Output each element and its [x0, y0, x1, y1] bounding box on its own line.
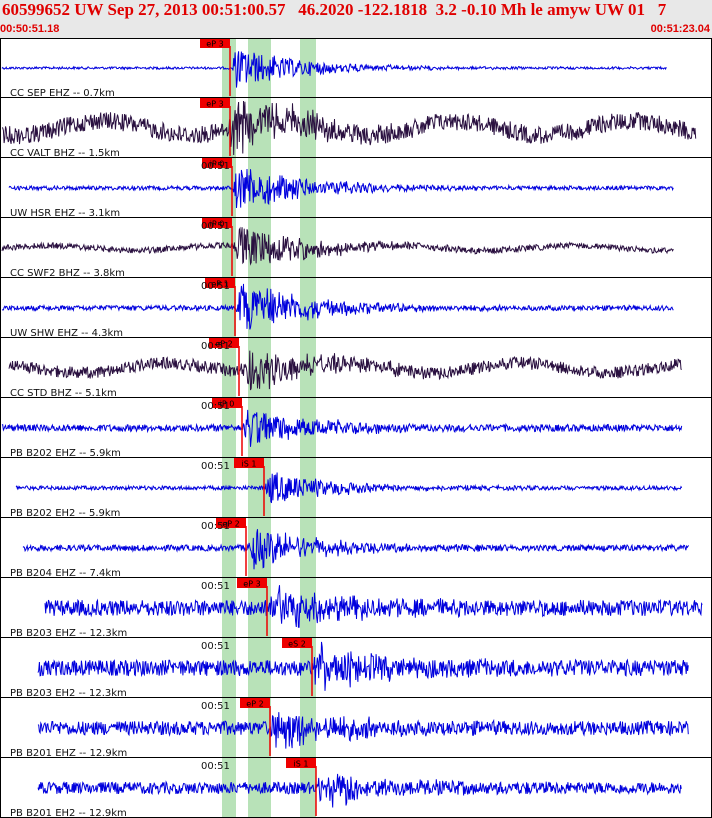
trace-row: eP 2 00:51 PB B201 EHZ -- 12.9km — [0, 698, 712, 759]
window-start-time: 00:50:51.18 — [0, 23, 60, 35]
pick-flag[interactable] — [202, 218, 232, 228]
waveform — [1, 283, 674, 330]
trace-row: iP 000:51 UW HSR EHZ -- 3.1km — [0, 158, 712, 219]
time-tick-label: 00:51 — [201, 401, 230, 412]
pick-flag[interactable] — [216, 518, 246, 528]
time-tick-label: 00:51 — [201, 221, 230, 232]
pick-flag[interactable] — [237, 578, 267, 588]
station-label: UW SHW EHZ -- 4.3km — [10, 328, 123, 339]
trace-row: eP 200:51 CC STD BHZ -- 5.1km — [0, 338, 712, 399]
waveform — [1, 51, 667, 88]
time-tick-label: 00:51 — [201, 461, 230, 472]
trace-row: eP 100:51 UW SHW EHZ -- 4.3km — [0, 278, 712, 339]
trace-row: eS 2 00:51 PB B203 EH2 -- 12.3km — [0, 638, 712, 699]
pick-label: iP 0 — [220, 400, 235, 409]
station-label: PB B201 EHZ -- 12.9km — [10, 748, 127, 759]
pick-flag[interactable] — [212, 398, 242, 408]
time-tick-label: 00:51 — [201, 281, 230, 292]
time-tick-label: 00:51 — [201, 701, 230, 712]
station-label: CC SEP EHZ -- 0.7km — [10, 88, 115, 99]
pick-flag[interactable] — [234, 458, 264, 468]
waveform — [37, 641, 689, 691]
waveform — [37, 773, 682, 808]
station-label: PB B202 EHZ -- 5.9km — [10, 448, 121, 459]
pick-label: eP 3 — [243, 580, 260, 589]
waveform — [1, 226, 674, 266]
trace-row: iP 000:51 PB B202 EHZ -- 5.9km — [0, 398, 712, 459]
pick-label: iP 0 — [210, 220, 225, 229]
pick-flag[interactable] — [202, 158, 232, 168]
pick-flag[interactable] — [200, 38, 230, 48]
station-label: CC SWF2 BHZ -- 3.8km — [10, 268, 125, 279]
waveform — [1, 409, 683, 447]
trace-row: iP 000:51 CC SWF2 BHZ -- 3.8km — [0, 218, 712, 279]
trace-row: eP 3 00:51 PB B203 EHZ -- 12.3km — [0, 578, 712, 639]
trace-row: eP 200:51 PB B204 EHZ -- 7.4km — [0, 518, 712, 579]
time-tick-label: 00:51 — [201, 341, 230, 352]
station-label: PB B203 EH2 -- 12.3km — [10, 688, 127, 699]
pick-label: iS 1 — [294, 760, 309, 769]
pick-flag[interactable] — [205, 278, 235, 288]
event-title: 60599652 UW Sep 27, 2013 00:51:00.57 46.… — [2, 0, 667, 19]
station-label: CC STD BHZ -- 5.1km — [10, 388, 117, 399]
waveform — [22, 529, 690, 570]
station-label: PB B203 EHZ -- 12.3km — [10, 628, 127, 639]
time-tick-label: 00:51 — [201, 761, 230, 772]
pick-label: eP 1 — [211, 280, 228, 289]
waveform — [37, 712, 689, 749]
pick-label: eP 3 — [206, 100, 223, 109]
waveform — [8, 350, 682, 391]
time-tick-label: 00:51 — [201, 581, 230, 592]
pick-flag[interactable] — [240, 698, 270, 708]
trace-row: iS 1 00:51 PB B201 EH2 -- 12.9km — [0, 758, 712, 818]
station-label: PB B202 EH2 -- 5.9km — [10, 508, 120, 519]
pick-label: eP 2 — [246, 700, 263, 709]
pick-label: eP 2 — [222, 520, 239, 529]
pick-flag[interactable] — [209, 338, 239, 348]
station-label: PB B204 EHZ -- 7.4km — [10, 568, 121, 579]
waveform — [15, 472, 683, 504]
seismogram-header: 60599652 UW Sep 27, 2013 00:51:00.57 46.… — [0, 0, 712, 38]
time-tick-label: 00:51 — [201, 521, 230, 532]
station-label: PB B201 EH2 -- 12.9km — [10, 808, 127, 818]
trace-row: eP 3 CC SEP EHZ -- 0.7km — [0, 38, 712, 99]
trace-row: iS 1 00:51 PB B202 EH2 -- 5.9km — [0, 458, 712, 519]
time-tick-label: 00:51 — [201, 161, 230, 172]
waveform — [44, 585, 703, 628]
station-label: UW HSR EHZ -- 3.1km — [10, 208, 120, 219]
seismogram-plot: eP 3 CC SEP EHZ -- 0.7km eP 3 CC VALT BHZ -… — [0, 38, 712, 818]
pick-flag[interactable] — [282, 638, 312, 648]
arrival-band-1 — [248, 38, 260, 818]
station-label: CC VALT BHZ -- 1.5km — [10, 148, 120, 159]
pick-label: eP 2 — [215, 340, 232, 349]
pick-label: iP 0 — [210, 160, 225, 169]
pick-label: iS 1 — [242, 460, 257, 469]
pick-label: eS 2 — [288, 640, 306, 649]
pick-flag[interactable] — [286, 758, 316, 768]
pick-flag[interactable] — [200, 98, 230, 108]
waveform — [8, 168, 674, 209]
waveform — [1, 100, 697, 156]
window-end-time: 00:51:23.04 — [650, 23, 710, 35]
pick-label: eP 3 — [206, 40, 223, 49]
trace-row: eP 3 CC VALT BHZ -- 1.5km — [0, 98, 712, 159]
time-tick-label: 00:51 — [201, 641, 230, 652]
